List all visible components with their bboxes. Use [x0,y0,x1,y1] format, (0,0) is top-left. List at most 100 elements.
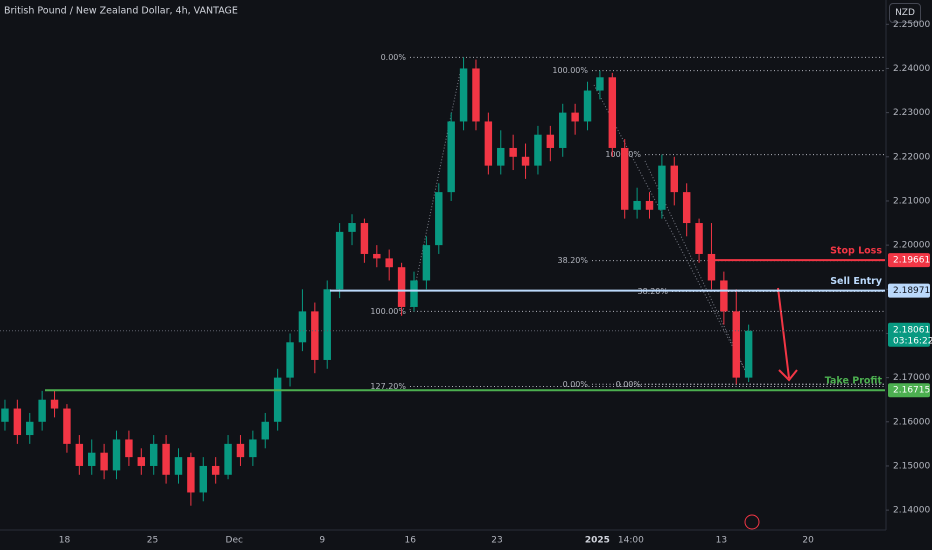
x-tick-label: 16 [405,536,417,546]
x-tick-label: 14:00 [618,536,644,546]
candle-body [88,452,96,466]
candle-body [559,112,567,148]
y-tick-label: 2.20000 [893,241,930,251]
candle-body [435,192,443,246]
fib-label: 38.20% [557,256,588,265]
price-tag-label: 2.18971 [893,286,930,296]
price-tag-label: 2.19661 [893,256,930,266]
y-tick-label: 2.14000 [893,506,930,516]
candle-body [125,439,133,458]
countdown-label: 03:16:22 [893,336,932,346]
fib-label: 0.00% [381,53,407,62]
candle-body [583,90,592,122]
candle-body [199,465,207,493]
candle-body [658,165,666,210]
chart-title: British Pound / New Zealand Dollar, 4h, … [4,6,238,17]
candle-body [348,223,356,232]
fib-label: 100.00% [552,66,588,75]
candle-body [397,267,406,307]
candle-body [100,452,108,471]
candle-body [224,443,232,475]
price-tag [888,283,930,298]
currency-button[interactable]: NZD [889,3,921,23]
candle-body [459,68,468,122]
candle-body [50,399,59,409]
alert-icon[interactable] [744,514,760,530]
candle-body [633,200,641,210]
level-label: Sell Entry [830,276,883,287]
x-tick-label: 20 [802,536,814,546]
y-tick-label: 2.17000 [893,373,930,383]
candle-body [13,408,22,436]
candle-body [249,439,257,458]
candle-body [546,134,555,148]
candle-body [298,311,307,343]
candle-body [645,200,654,210]
candle-body [695,223,703,254]
candle-body [26,421,34,436]
candle-body [422,245,431,281]
candle-body [720,280,728,312]
y-tick-label: 2.24000 [893,64,930,74]
candle-body [534,134,542,166]
x-tick-label: 18 [59,536,71,546]
x-tick-label: 13 [716,536,727,546]
candle-body [472,68,480,122]
candle-body [75,443,84,466]
candle-body [682,192,691,224]
candle-body [162,443,170,475]
x-tick-label: 9 [319,536,325,546]
candle-body [732,311,740,378]
candle-body [670,165,679,193]
candle-body [596,77,604,91]
y-tick-label: 2.21000 [893,196,930,206]
candle-body [571,112,579,122]
fib-trend-line [409,72,461,311]
fib-label: 0.00% [563,380,589,389]
candle-body [620,147,629,210]
plan-arrow [777,287,798,382]
candle-body [273,377,282,422]
y-tick-label: 2.15000 [893,461,930,471]
candle-body [63,408,71,444]
x-tick-label: 25 [147,536,158,546]
candle-body [211,465,220,475]
candle-body [261,421,269,440]
y-tick-label: 2.22000 [893,152,930,162]
candle-body [38,399,46,422]
candle-body [174,457,183,475]
candle-body [484,121,493,166]
fib-label: 0.00% [616,380,642,389]
candle-body [707,253,716,281]
candle-body [112,439,121,471]
candle-body [360,223,369,254]
price-tag [888,383,930,398]
level-label: Take Profit [825,376,883,387]
last-price-label: 2.18061 [893,325,930,335]
x-tick-label: 2025 [585,536,610,546]
candle-body [385,258,393,268]
candle-body [410,280,418,307]
candle-body [137,457,146,466]
candle-body [497,147,505,166]
y-tick-label: 2.23000 [893,108,930,118]
x-tick-label: 23 [491,536,502,546]
fib-label: 127.20% [370,382,406,391]
fib-label: 100.00% [370,307,406,316]
candle-body [149,443,158,466]
candle-body [509,147,517,157]
candle-body [608,77,617,148]
level-label: Stop Loss [830,246,882,257]
x-tick-label: Dec [226,536,243,546]
y-tick-label: 2.16000 [893,417,930,427]
candle-body [1,408,9,422]
candle-body [236,443,245,458]
candle-body [373,253,381,259]
candle-body [521,156,530,166]
candle-body [335,231,344,290]
last-price-tag [888,322,930,347]
price-tag [888,253,930,268]
y-tick-label: 2.25000 [893,20,930,30]
candle-body [286,342,294,378]
